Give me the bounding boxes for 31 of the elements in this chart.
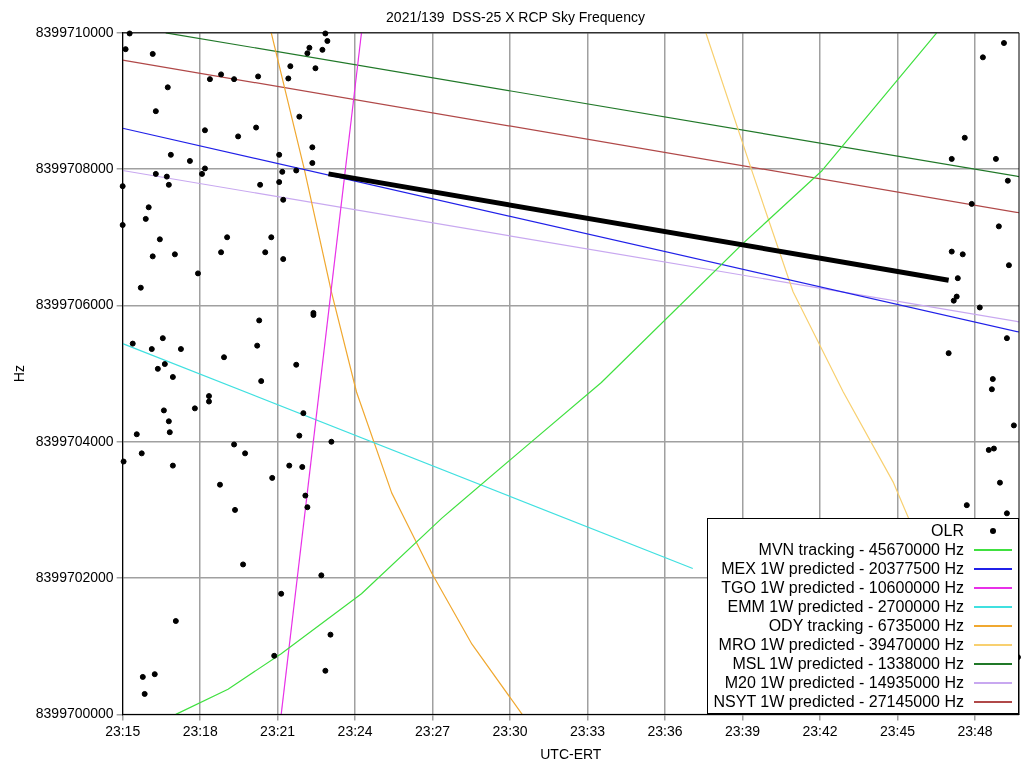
legend-label: MSL 1W predicted - 1338000 Hz [732,654,964,673]
x-tick-label: 23:39 [725,722,761,739]
x-tick-label: 23:15 [105,722,141,739]
legend-label: NSYT 1W predicted - 27145000 Hz [713,692,964,711]
y-tick-label: 8399710000 [35,23,114,40]
x-tick-label: 23:48 [957,722,993,739]
y-axis-title: Hz [11,365,28,383]
x-tick-label: 23:36 [647,722,683,739]
y-tick-label: 8399708000 [35,159,114,176]
y-tick-label: 8399700000 [35,705,114,722]
x-tick-label: 23:30 [492,722,528,739]
x-tick-label: 23:27 [415,722,451,739]
chart-title: 2021/139 DSS-25 X RCP Sky Frequency [386,9,645,26]
legend-label: TGO 1W predicted - 10600000 Hz [721,578,964,597]
x-tick-label: 23:24 [337,722,373,739]
legend-label: MVN tracking - 45670000 Hz [758,540,964,559]
y-tick-label: 8399702000 [35,568,114,585]
x-tick-label: 23:21 [260,722,296,739]
legend-label: ODY tracking - 6735000 Hz [768,616,964,635]
x-tick-label: 23:18 [182,722,218,739]
legend-label: M20 1W predicted - 14935000 Hz [724,673,964,692]
x-tick-label: 23:45 [879,722,916,739]
legend-label: MEX 1W predicted - 20377500 Hz [721,559,964,578]
x-tick-label: 23:42 [802,722,838,739]
y-tick-label: 8399704000 [35,432,114,449]
legend-label: OLR [931,521,964,540]
legend-label: MRO 1W predicted - 39470000 Hz [718,635,964,654]
x-tick-label: 23:33 [570,722,606,739]
x-axis-title: UTC-ERT [540,746,602,763]
legend-label: EMM 1W predicted - 2700000 Hz [727,597,964,616]
y-tick-label: 8399706000 [35,296,114,313]
